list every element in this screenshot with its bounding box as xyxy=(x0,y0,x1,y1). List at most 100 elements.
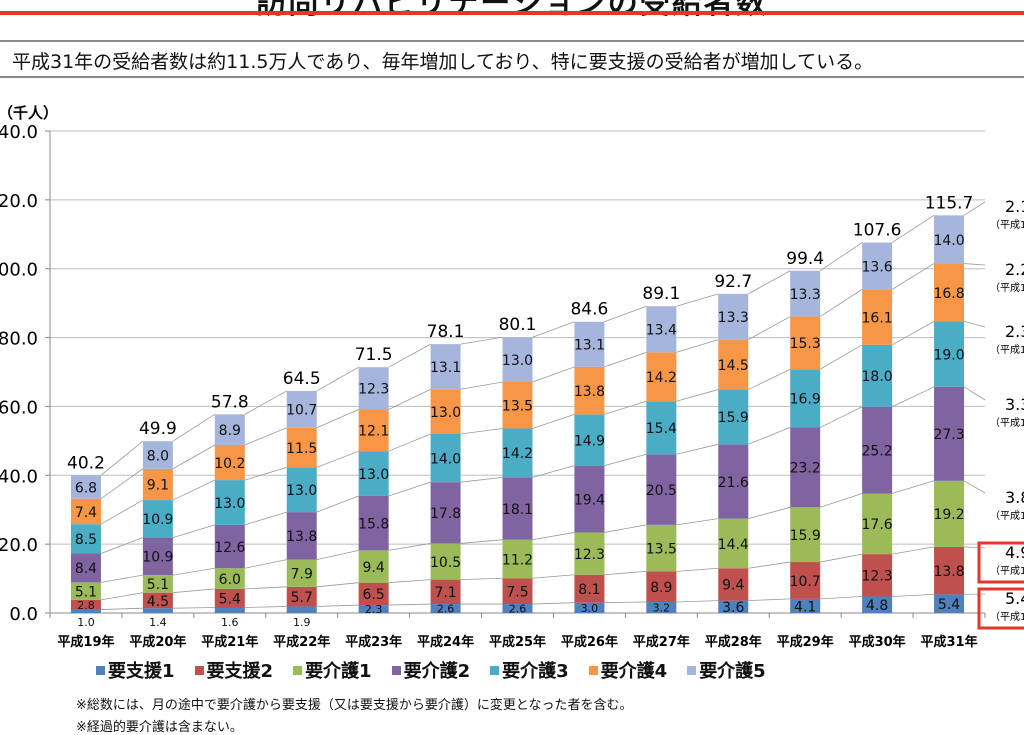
y-tick-label: 140.0 xyxy=(0,122,38,143)
legend-swatch xyxy=(195,666,204,675)
annotation-line xyxy=(964,321,985,327)
connector-line xyxy=(892,321,934,344)
data-label: 1.9 xyxy=(293,616,311,629)
x-tick-label: 平成30年 xyxy=(849,634,906,650)
data-label: 8.0 xyxy=(147,448,169,464)
connector-line xyxy=(676,340,718,353)
data-label: 6.0 xyxy=(219,572,241,588)
connector-line xyxy=(676,444,718,454)
connector-line xyxy=(461,578,503,579)
connector-line xyxy=(892,264,934,290)
data-label: 7.1 xyxy=(434,585,456,601)
connector-line xyxy=(676,568,718,571)
legend-label: 要介護3 xyxy=(502,657,569,683)
data-label: 2.6 xyxy=(509,603,527,616)
x-tick-label: 平成22年 xyxy=(273,634,330,650)
total-label: 57.8 xyxy=(211,392,249,412)
data-label: 7.4 xyxy=(75,505,97,521)
connector-line xyxy=(101,538,143,554)
data-label: 5.4 xyxy=(938,597,960,613)
data-label: 14.0 xyxy=(430,451,461,467)
data-label: 13.4 xyxy=(646,323,677,339)
connector-line xyxy=(389,580,431,583)
data-label: 2.6 xyxy=(437,603,455,616)
connector-line xyxy=(892,481,934,494)
data-label: 6.8 xyxy=(75,480,97,496)
x-tick-label: 平成27年 xyxy=(633,634,690,650)
data-label: 21.6 xyxy=(718,475,749,491)
x-tick-label: 平成19年 xyxy=(57,634,114,650)
connector-line xyxy=(317,550,359,559)
y-tick-label: 60.0 xyxy=(0,397,38,418)
data-label: 10.7 xyxy=(286,403,317,419)
data-label: 18.1 xyxy=(502,502,533,518)
data-label: 16.9 xyxy=(790,392,821,408)
connector-line xyxy=(389,604,431,605)
legend-label: 要介護2 xyxy=(404,657,471,683)
data-label: 19.0 xyxy=(933,347,964,363)
connector-line xyxy=(676,601,718,602)
data-label: 25.2 xyxy=(862,443,893,459)
connector-line xyxy=(461,540,503,544)
legend-item: 要介護4 xyxy=(589,657,668,683)
x-tick-label: 平成28年 xyxy=(705,634,762,650)
y-tick-label: 100.0 xyxy=(0,260,38,281)
legend-label: 要支援2 xyxy=(207,657,274,683)
connector-line xyxy=(604,401,646,414)
x-tick-label: 平成24年 xyxy=(417,634,474,650)
stacked-bar-chart: （千人）0.020.040.060.080.0100.0120.0140.01.… xyxy=(0,0,1024,652)
data-label: 16.1 xyxy=(862,310,893,326)
connector-line xyxy=(748,427,790,444)
connector-line xyxy=(820,243,862,271)
data-label: 9.4 xyxy=(722,578,744,594)
data-label: 12.3 xyxy=(574,547,605,563)
connector-line xyxy=(389,434,431,451)
data-label: 13.5 xyxy=(646,541,677,557)
legend-label: 要介護4 xyxy=(601,657,668,683)
data-label: 9.4 xyxy=(363,560,385,576)
data-label: 4.8 xyxy=(866,598,888,614)
connector-line xyxy=(604,306,646,321)
annotation-line xyxy=(964,264,985,265)
data-label: 8.5 xyxy=(75,532,97,548)
annotation-sub: （平成1 xyxy=(990,510,1024,522)
data-label: 14.4 xyxy=(718,537,749,553)
data-label: 4.5 xyxy=(147,594,169,610)
connector-line xyxy=(173,445,215,469)
total-label: 49.9 xyxy=(139,419,177,439)
bar-segment xyxy=(215,607,245,613)
connector-line xyxy=(604,352,646,366)
data-label: 19.4 xyxy=(574,492,605,508)
data-label: 5.4 xyxy=(219,592,241,608)
connector-line xyxy=(173,568,215,575)
connector-line xyxy=(533,414,575,428)
annotation-value: 4.9 xyxy=(1005,543,1024,562)
data-label: 13.0 xyxy=(358,467,389,483)
connector-line xyxy=(820,345,862,369)
legend-swatch xyxy=(96,666,105,675)
data-label: 10.2 xyxy=(214,456,245,472)
data-label: 3.0 xyxy=(581,602,599,615)
connector-line xyxy=(533,532,575,539)
connector-line xyxy=(820,407,862,428)
total-label: 89.1 xyxy=(642,284,680,304)
legend-label: 要介護5 xyxy=(699,657,766,683)
connector-line xyxy=(748,507,790,518)
legend-item: 要介護5 xyxy=(687,657,766,683)
data-label: 20.5 xyxy=(646,483,677,499)
total-label: 115.7 xyxy=(925,193,974,213)
annotation-value: 2.3 xyxy=(1005,322,1024,341)
connector-line xyxy=(533,575,575,578)
data-label: 14.2 xyxy=(646,370,677,386)
data-label: 14.9 xyxy=(574,433,605,449)
data-label: 13.8 xyxy=(286,529,317,545)
connector-line xyxy=(533,603,575,604)
footnote-2: ※経過的要介護は含まない。 xyxy=(76,716,243,735)
data-label: 15.4 xyxy=(646,421,677,437)
connector-line xyxy=(317,605,359,606)
data-label: 8.9 xyxy=(650,580,672,596)
y-tick-label: 20.0 xyxy=(0,535,38,556)
data-label: 8.9 xyxy=(219,423,241,439)
connector-line xyxy=(173,589,215,593)
connector-line xyxy=(101,608,143,609)
